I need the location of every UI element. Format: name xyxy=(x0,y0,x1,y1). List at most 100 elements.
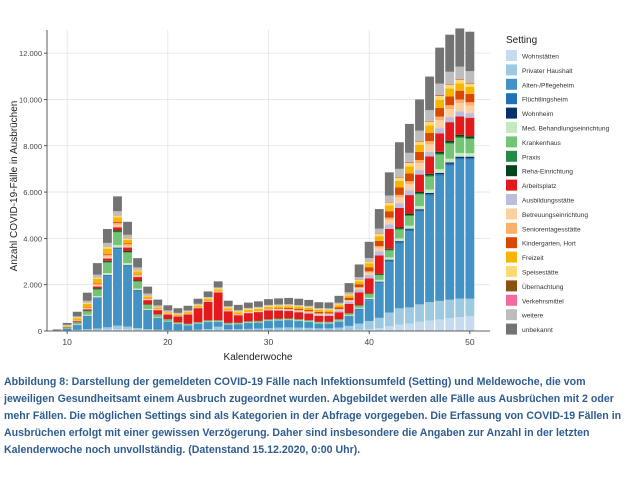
bar-segment xyxy=(72,318,82,321)
legend-key xyxy=(506,222,517,234)
bar-segment xyxy=(304,305,314,307)
bar-segment xyxy=(233,322,243,324)
bar-segment xyxy=(213,281,223,288)
bar-segment xyxy=(233,312,243,315)
bar-segment xyxy=(415,211,424,305)
bar-segment xyxy=(445,105,455,109)
bar-segment xyxy=(415,144,424,152)
bar-segment xyxy=(123,234,132,239)
bar-segment xyxy=(374,317,384,329)
bar-segment xyxy=(374,328,384,331)
bar-segment xyxy=(153,310,163,315)
bar-segment xyxy=(354,329,364,331)
legend-label: Arbeitsplatz xyxy=(522,183,556,190)
legend-key xyxy=(506,50,517,61)
bar-segment xyxy=(425,156,435,174)
bar-segment xyxy=(394,168,404,177)
bar-segment xyxy=(254,312,263,321)
legend-label: Kindergarten, Hort xyxy=(522,241,576,248)
bar-segment xyxy=(384,211,394,218)
legend-label: Wohnheim xyxy=(522,111,554,118)
bar-segment xyxy=(364,263,374,268)
bar-segment xyxy=(82,329,92,331)
bar-segment xyxy=(394,142,404,169)
bar-segment xyxy=(243,321,253,323)
bar-segment xyxy=(274,308,283,309)
bar-segment xyxy=(193,308,203,323)
bar-segment xyxy=(223,323,233,325)
bar-segment xyxy=(294,306,304,307)
bar-segment xyxy=(364,271,374,273)
bar-segment xyxy=(102,256,112,259)
x-tick-label: 50 xyxy=(465,337,475,347)
bar-segment xyxy=(153,314,163,318)
bar-segment xyxy=(445,299,455,319)
bar-segment xyxy=(455,298,465,318)
bar-segment xyxy=(354,277,364,280)
bar-segment xyxy=(183,310,193,312)
bar-segment xyxy=(435,154,445,170)
bar-segment xyxy=(435,169,445,173)
bar-segment xyxy=(183,330,193,331)
bar-segment xyxy=(354,307,364,309)
bar-segment xyxy=(425,151,435,157)
bar-segment xyxy=(113,230,122,232)
bar-segment xyxy=(173,330,183,331)
bar-segment xyxy=(415,130,424,141)
bar-segment xyxy=(82,314,92,316)
bar-segment xyxy=(465,105,475,114)
bar-segment xyxy=(364,257,374,262)
bar-segment xyxy=(415,191,424,194)
y-tick-label: 0 xyxy=(38,327,42,336)
bar-segment xyxy=(415,209,424,211)
legend-label: Alten-/Pflegeheim xyxy=(522,82,575,89)
bar-segment xyxy=(254,322,263,329)
bar-segment xyxy=(183,314,193,324)
bar-segment xyxy=(455,66,465,79)
bar-segment xyxy=(72,316,82,318)
bar-segment xyxy=(173,314,183,316)
bar-segment xyxy=(354,309,364,310)
bar-segment xyxy=(465,138,475,140)
bar-segment xyxy=(82,311,92,315)
bar-segment xyxy=(92,296,102,298)
bar-segment xyxy=(233,310,243,312)
bar-segment xyxy=(334,302,344,304)
bar-segment xyxy=(213,322,223,327)
bar-segment xyxy=(435,95,445,96)
bar-segment xyxy=(243,328,253,331)
bar-segment xyxy=(465,158,475,160)
bar-segment xyxy=(405,195,414,214)
legend-key xyxy=(506,122,517,133)
bar-segment xyxy=(264,309,273,310)
bar-segment xyxy=(435,107,445,117)
bar-segment xyxy=(435,319,445,331)
bar-segment xyxy=(445,162,455,164)
bar-segment xyxy=(163,319,173,322)
bar-segment xyxy=(223,310,233,312)
legend-key xyxy=(506,165,517,177)
bar-segment xyxy=(384,229,394,249)
bar-segment xyxy=(203,329,213,331)
bar-segment xyxy=(364,321,374,330)
bar-segment xyxy=(113,224,122,228)
bar-segment xyxy=(82,316,92,330)
bar-segment xyxy=(344,300,354,302)
bar-segment xyxy=(183,311,193,313)
legend-key xyxy=(506,136,517,148)
bar-segment xyxy=(405,214,414,216)
bar-segment xyxy=(153,329,163,331)
bar-segment xyxy=(344,292,354,295)
bar-segment xyxy=(113,232,122,246)
bar-segment xyxy=(324,309,334,311)
bar-segment xyxy=(183,325,193,331)
bar-segment xyxy=(254,307,263,309)
bar-segment xyxy=(405,307,414,324)
bar-segment xyxy=(102,254,112,257)
bar-segment xyxy=(394,197,404,204)
bar-segment xyxy=(133,281,143,289)
bar-segment xyxy=(405,173,414,182)
bar-segment xyxy=(304,309,314,312)
bar-segment xyxy=(102,248,112,254)
bar-segment xyxy=(445,71,455,84)
